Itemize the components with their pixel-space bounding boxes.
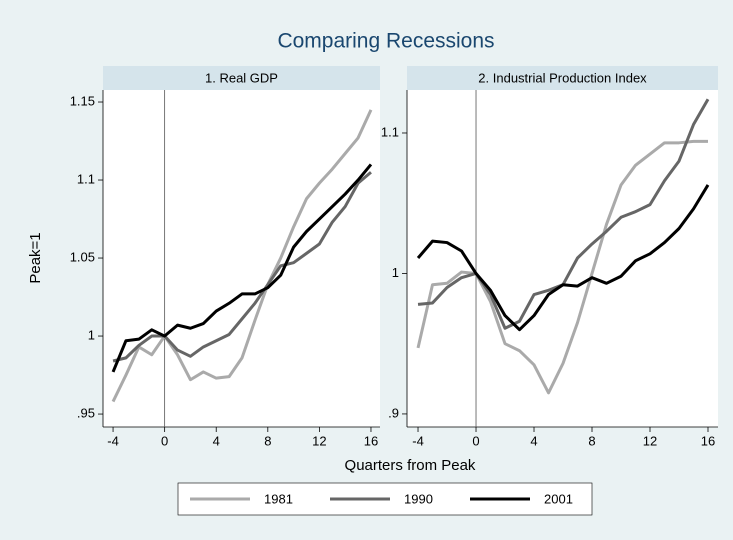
panel-header xyxy=(407,66,718,90)
y-tick-label: 1 xyxy=(392,265,399,280)
plot-area xyxy=(407,90,718,427)
x-tick-label: 4 xyxy=(213,433,220,448)
x-tick-label: 12 xyxy=(643,433,657,448)
y-tick-label: 1.05 xyxy=(70,249,95,264)
legend-label: 2001 xyxy=(544,491,573,506)
x-tick-label: -4 xyxy=(107,433,119,448)
panel-title: 2. Industrial Production Index xyxy=(478,70,647,85)
y-tick-label: 1.15 xyxy=(70,93,95,108)
panel-header xyxy=(103,66,380,90)
legend-label: 1990 xyxy=(404,491,433,506)
y-tick-label: 1.1 xyxy=(381,124,399,139)
x-tick-label: 12 xyxy=(312,433,326,448)
x-tick-label: 0 xyxy=(161,433,168,448)
panel-title: 1. Real GDP xyxy=(205,70,278,85)
y-tick-label: 1.1 xyxy=(77,171,95,186)
y-tick-label: .9 xyxy=(388,405,399,420)
chart-title: Comparing Recessions xyxy=(277,30,494,53)
x-tick-label: 4 xyxy=(530,433,537,448)
series-line xyxy=(111,163,373,373)
plot-area xyxy=(103,90,380,427)
x-tick-label: -4 xyxy=(412,433,424,448)
y-tick-label: .95 xyxy=(77,405,95,420)
series-line xyxy=(416,139,708,395)
y-axis-label: Peak=1 xyxy=(27,232,44,283)
series-line xyxy=(112,171,372,363)
legend-label: 1981 xyxy=(264,491,293,506)
x-tick-label: 0 xyxy=(472,433,479,448)
x-tick-label: 16 xyxy=(701,433,715,448)
x-axis-label: Quarters from Peak xyxy=(345,457,476,474)
series-line xyxy=(416,184,710,332)
y-tick-label: 1 xyxy=(88,327,95,342)
x-tick-label: 8 xyxy=(588,433,595,448)
x-tick-label: 8 xyxy=(264,433,271,448)
x-tick-label: 16 xyxy=(364,433,378,448)
series-line xyxy=(111,109,373,403)
